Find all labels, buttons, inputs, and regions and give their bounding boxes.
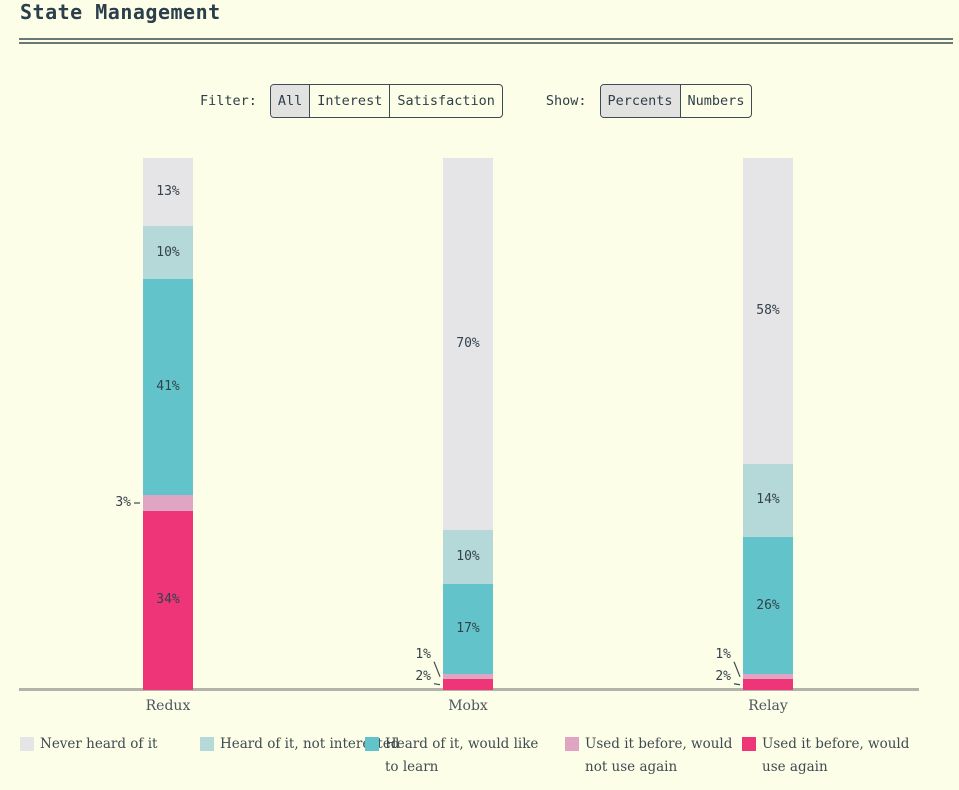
segment-value-label: 58% xyxy=(756,302,780,318)
show-button-numbers[interactable]: Numbers xyxy=(679,85,752,117)
legend-item-used-it-before-would-use-again: Used it before, would use again xyxy=(742,733,920,779)
legend-swatch xyxy=(565,737,579,751)
legend-swatch xyxy=(20,737,34,751)
bar-segment-relay-never-heard-of-it[interactable] xyxy=(743,158,793,464)
chart-controls: Filter: All Interest Satisfaction Show: Pe… xyxy=(200,84,753,118)
bar-segment-mobx-never-heard-of-it[interactable] xyxy=(443,158,493,531)
filter-label: Filter: xyxy=(200,93,257,109)
bar-segment-redux-heard-of-it-not-interested[interactable] xyxy=(143,226,193,280)
legend-swatch xyxy=(742,737,756,751)
filter-button-satisfaction[interactable]: Satisfaction xyxy=(389,85,502,117)
bar-segment-relay-used-it-before-would-not-use-again[interactable] xyxy=(743,674,793,680)
segment-value-label: 41% xyxy=(156,379,180,395)
x-axis-label-relay: Relay xyxy=(748,698,788,714)
legend-item-used-it-before-would-not-use-again: Used it before, would not use again xyxy=(565,733,743,779)
segment-value-label: 10% xyxy=(456,549,480,564)
segment-value-label: 14% xyxy=(756,492,780,508)
segment-value-label: 1% xyxy=(715,646,731,662)
segment-value-label: 10% xyxy=(156,244,180,260)
segment-value-label: 34% xyxy=(156,592,180,608)
bar-segment-redux-heard-of-it-would-like-to-learn[interactable] xyxy=(143,279,193,496)
legend-label: Heard of it, not interested xyxy=(220,736,400,752)
segment-value-label: 3% xyxy=(115,495,131,510)
segment-value-label: 17% xyxy=(456,620,480,636)
legend-item-heard-of-it-would-like-to-learn: Heard of it, would like to learn xyxy=(365,733,550,779)
legend-label: Never heard of it xyxy=(40,736,158,752)
legend-item-never-heard-of-it: Never heard of it xyxy=(20,733,205,756)
bar-segment-relay-heard-of-it-not-interested[interactable] xyxy=(743,463,793,538)
segment-value-label: 70% xyxy=(456,336,480,352)
bar-segment-mobx-heard-of-it-not-interested[interactable] xyxy=(443,530,493,584)
segment-value-label: 1% xyxy=(415,646,431,662)
bar-segment-relay-used-it-before-would-use-again[interactable] xyxy=(743,679,793,690)
segment-value-label: 26% xyxy=(756,597,780,613)
x-axis-label-mobx: Mobx xyxy=(448,698,488,714)
bar-segment-mobx-used-it-before-would-not-use-again[interactable] xyxy=(443,674,493,680)
bar-segment-redux-used-it-before-would-not-use-again[interactable] xyxy=(143,495,193,511)
x-axis-label-redux: Redux xyxy=(145,698,191,714)
segment-value-label: 13% xyxy=(156,184,180,200)
show-button-percents[interactable]: Percents xyxy=(600,85,680,117)
page-title: State Management xyxy=(20,0,221,24)
segment-value-label: 2% xyxy=(715,668,731,684)
show-button-group: Percents Numbers xyxy=(599,84,753,118)
filter-button-all[interactable]: All xyxy=(270,85,310,117)
legend-swatch xyxy=(365,737,379,751)
bar-segment-redux-never-heard-of-it[interactable] xyxy=(143,158,193,227)
legend-label: Heard of it, would like to learn xyxy=(385,736,539,775)
section-divider xyxy=(19,38,953,44)
legend-swatch xyxy=(200,737,214,751)
stacked-bar-chart: 13% 10% 41% 34% 3% Redux 70% 10% 17% 2% 1% Mobx 58% 1… xyxy=(19,158,919,714)
legend-label: Used it before, would not use again xyxy=(585,736,733,775)
bar-segment-redux-used-it-before-would-use-again[interactable] xyxy=(143,510,193,690)
filter-button-interest[interactable]: Interest xyxy=(309,85,389,117)
bar-segment-mobx-heard-of-it-would-like-to-learn[interactable] xyxy=(443,583,493,675)
show-label: Show: xyxy=(545,93,587,109)
legend-label: Used it before, would use again xyxy=(762,736,910,775)
filter-button-group: All Interest Satisfaction xyxy=(269,84,503,118)
bar-segment-relay-heard-of-it-would-like-to-learn[interactable] xyxy=(743,537,793,675)
legend-item-heard-of-it-not-interested: Heard of it, not interested xyxy=(200,733,415,756)
segment-value-label: 2% xyxy=(415,668,431,684)
bar-segment-mobx-used-it-before-would-use-again[interactable] xyxy=(443,679,493,690)
